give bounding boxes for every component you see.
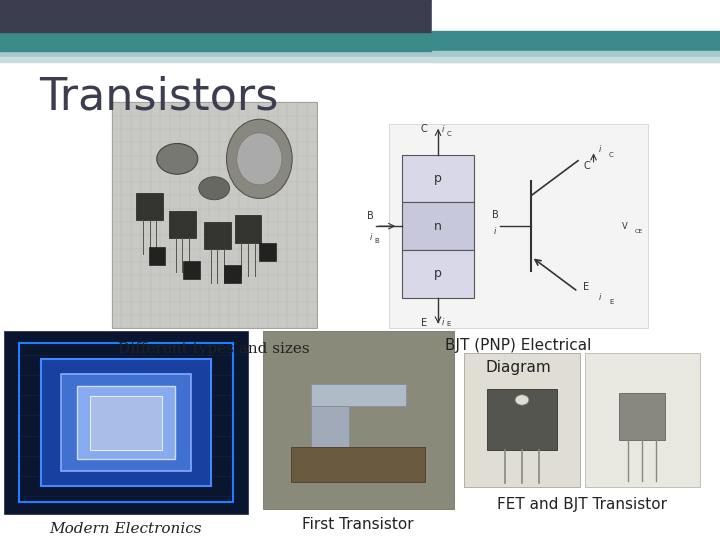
Text: Diagram: Diagram — [485, 360, 552, 375]
Text: Different types and sizes: Different types and sizes — [118, 342, 310, 356]
Text: C: C — [583, 161, 590, 171]
Bar — [112, 102, 317, 328]
Text: p: p — [434, 172, 442, 185]
Circle shape — [199, 177, 230, 200]
Bar — [464, 353, 580, 487]
Text: i: i — [599, 293, 601, 302]
Bar — [432, 51, 720, 58]
Text: Modern Electronics: Modern Electronics — [50, 522, 202, 536]
Text: First Transistor: First Transistor — [302, 517, 414, 532]
Bar — [204, 222, 230, 249]
Bar — [292, 447, 425, 482]
Bar — [169, 211, 196, 238]
Bar — [19, 343, 233, 502]
Bar — [310, 384, 406, 406]
Bar — [235, 215, 261, 242]
Ellipse shape — [237, 133, 282, 185]
Text: p: p — [434, 267, 442, 280]
Text: V: V — [622, 222, 628, 231]
Text: FET and BJT Transistor: FET and BJT Transistor — [497, 497, 667, 512]
Bar — [585, 353, 700, 487]
Circle shape — [157, 144, 198, 174]
Bar — [389, 124, 648, 328]
Text: i: i — [441, 125, 444, 134]
Bar — [0, 0, 432, 32]
Bar — [310, 406, 348, 447]
Text: E: E — [583, 282, 590, 292]
Text: B: B — [492, 210, 498, 220]
Circle shape — [515, 395, 529, 405]
Bar — [148, 247, 165, 265]
Text: B: B — [374, 238, 379, 244]
Text: E: E — [421, 318, 427, 328]
Bar — [0, 51, 720, 58]
Text: i: i — [441, 318, 444, 327]
Text: Transistors: Transistors — [40, 76, 279, 118]
Bar — [41, 359, 211, 486]
Text: i: i — [369, 233, 372, 241]
Bar — [0, 57, 720, 62]
Bar — [263, 331, 454, 509]
Bar — [402, 202, 474, 250]
Text: BJT (PNP) Electrical: BJT (PNP) Electrical — [445, 338, 592, 353]
Bar — [0, 0, 432, 51]
Bar — [0, 0, 720, 32]
Bar — [432, 0, 720, 32]
Bar — [0, 31, 720, 51]
Text: i: i — [494, 227, 496, 236]
Bar — [0, 31, 720, 51]
Bar — [402, 154, 474, 202]
Text: E: E — [446, 321, 451, 327]
Bar — [259, 242, 276, 261]
Text: C: C — [609, 152, 614, 158]
Bar — [61, 374, 191, 471]
Bar — [4, 331, 248, 514]
Text: C: C — [420, 124, 427, 134]
Bar — [402, 250, 474, 298]
Bar — [90, 396, 162, 450]
Bar — [619, 393, 665, 440]
Ellipse shape — [227, 119, 292, 198]
Bar — [184, 261, 200, 279]
Text: B: B — [367, 211, 374, 221]
Bar — [77, 386, 175, 460]
Text: i: i — [599, 145, 601, 154]
Text: n: n — [434, 220, 442, 233]
Bar — [225, 265, 241, 284]
Bar — [487, 389, 557, 450]
Text: E: E — [609, 299, 613, 305]
Text: C: C — [446, 131, 451, 137]
Bar — [432, 57, 720, 62]
Bar — [432, 31, 720, 51]
Bar — [136, 193, 163, 220]
Text: CE: CE — [635, 228, 643, 234]
